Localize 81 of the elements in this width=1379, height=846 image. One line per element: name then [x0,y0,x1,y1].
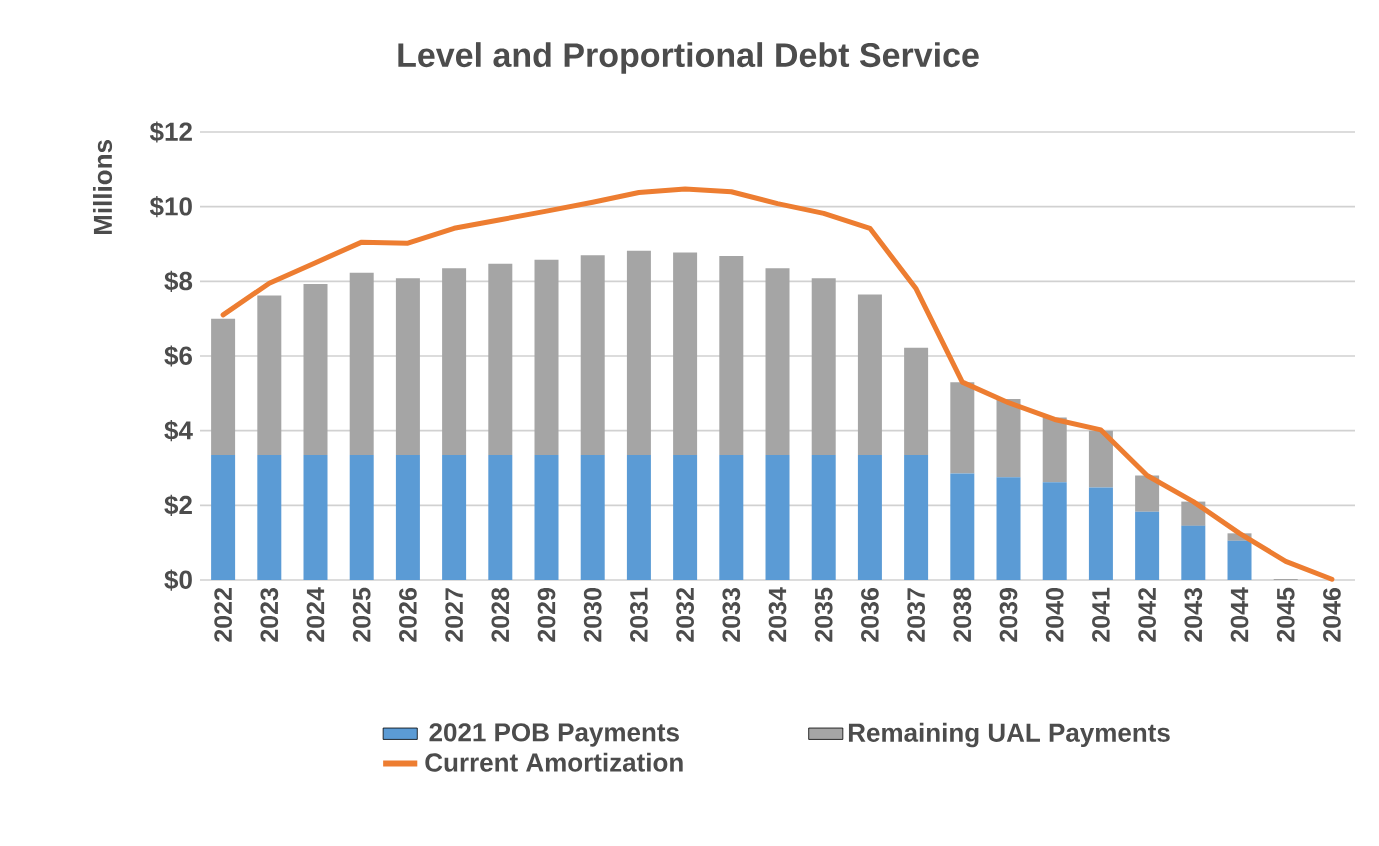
x-tick-label: 2043 [1184,587,1203,642]
x-tick-label: 2035 [814,587,833,642]
bar [349,272,374,455]
bar [1088,487,1113,580]
x-tick-label: 2030 [583,588,602,642]
y-tick-label: $10 [149,196,192,218]
bar [1042,482,1067,580]
bar [904,454,929,580]
x-tick-label: 2036 [861,587,879,642]
bar [626,250,651,455]
y-tick-label: $8 [164,270,193,292]
bar [626,454,651,580]
y-tick-label: $0 [164,569,192,591]
y-tick-label: $6 [164,345,192,367]
x-tick-label: 2038 [953,587,972,642]
x-tick-label: 2029 [537,587,556,642]
bar [1088,430,1113,488]
bar [534,259,559,455]
bar [719,454,744,580]
x-tick-label: 2028 [491,587,510,642]
bar [673,454,698,580]
x-tick-label: 2037 [907,588,925,642]
x-tick-label: 2026 [399,587,417,642]
bar [1135,475,1160,512]
x-tick-label: 2033 [722,587,741,642]
bar [950,382,975,474]
bar [1042,417,1067,483]
bar [811,278,836,455]
x-tick-label: 2024 [306,587,325,642]
y-axis-title: Millions [92,140,113,235]
x-tick-label: 2032 [676,588,694,642]
chart-title: Level and Proportional Debt Service [398,42,979,74]
bar [857,454,882,580]
bar [442,268,467,455]
bar [719,255,744,455]
x-tick-label: 2039 [999,587,1018,642]
bar [211,454,236,580]
bar [1227,540,1252,580]
y-tick-label: $12 [149,121,192,143]
y-tick-label: $2 [164,494,192,516]
bar [996,398,1021,478]
bar [765,454,790,580]
y-tick-label: $4 [164,420,193,442]
legend-label: Current Amortization [425,752,683,772]
legend-label: Remaining UAL Payments [848,722,1170,748]
x-tick-label: 2031 [630,587,648,642]
bar [765,268,790,455]
bar [395,278,420,455]
bar [349,454,374,580]
x-tick-label: 2042 [1138,588,1156,642]
x-tick-label: 2034 [768,587,787,642]
bar [395,454,420,580]
x-tick-label: 2022 [214,588,232,642]
legend-label: 2021 POB Payments [429,723,679,747]
bar [211,318,236,455]
bar [904,347,929,455]
bar [1135,511,1160,580]
bar [950,473,975,580]
bar [580,255,605,455]
x-tick-label: 2025 [352,587,371,642]
bar [303,454,328,580]
x-tick-label: 2046 [1323,587,1341,642]
bar [257,295,282,455]
bar [534,454,559,580]
bar [488,454,513,580]
x-tick-label: 2040 [1045,588,1064,642]
bar [996,477,1021,580]
x-tick-label: 2023 [260,587,279,642]
bar [811,454,836,580]
bar [580,454,605,580]
x-tick-label: 2041 [1092,587,1110,642]
bar [442,454,467,580]
x-tick-label: 2044 [1230,587,1249,642]
bar [857,294,882,455]
bar [488,263,513,455]
x-tick-label: 2045 [1276,587,1295,642]
bar [303,283,328,455]
bar [257,454,282,580]
bar [673,252,698,455]
bar [1181,525,1206,580]
x-tick-label: 2027 [445,588,463,642]
